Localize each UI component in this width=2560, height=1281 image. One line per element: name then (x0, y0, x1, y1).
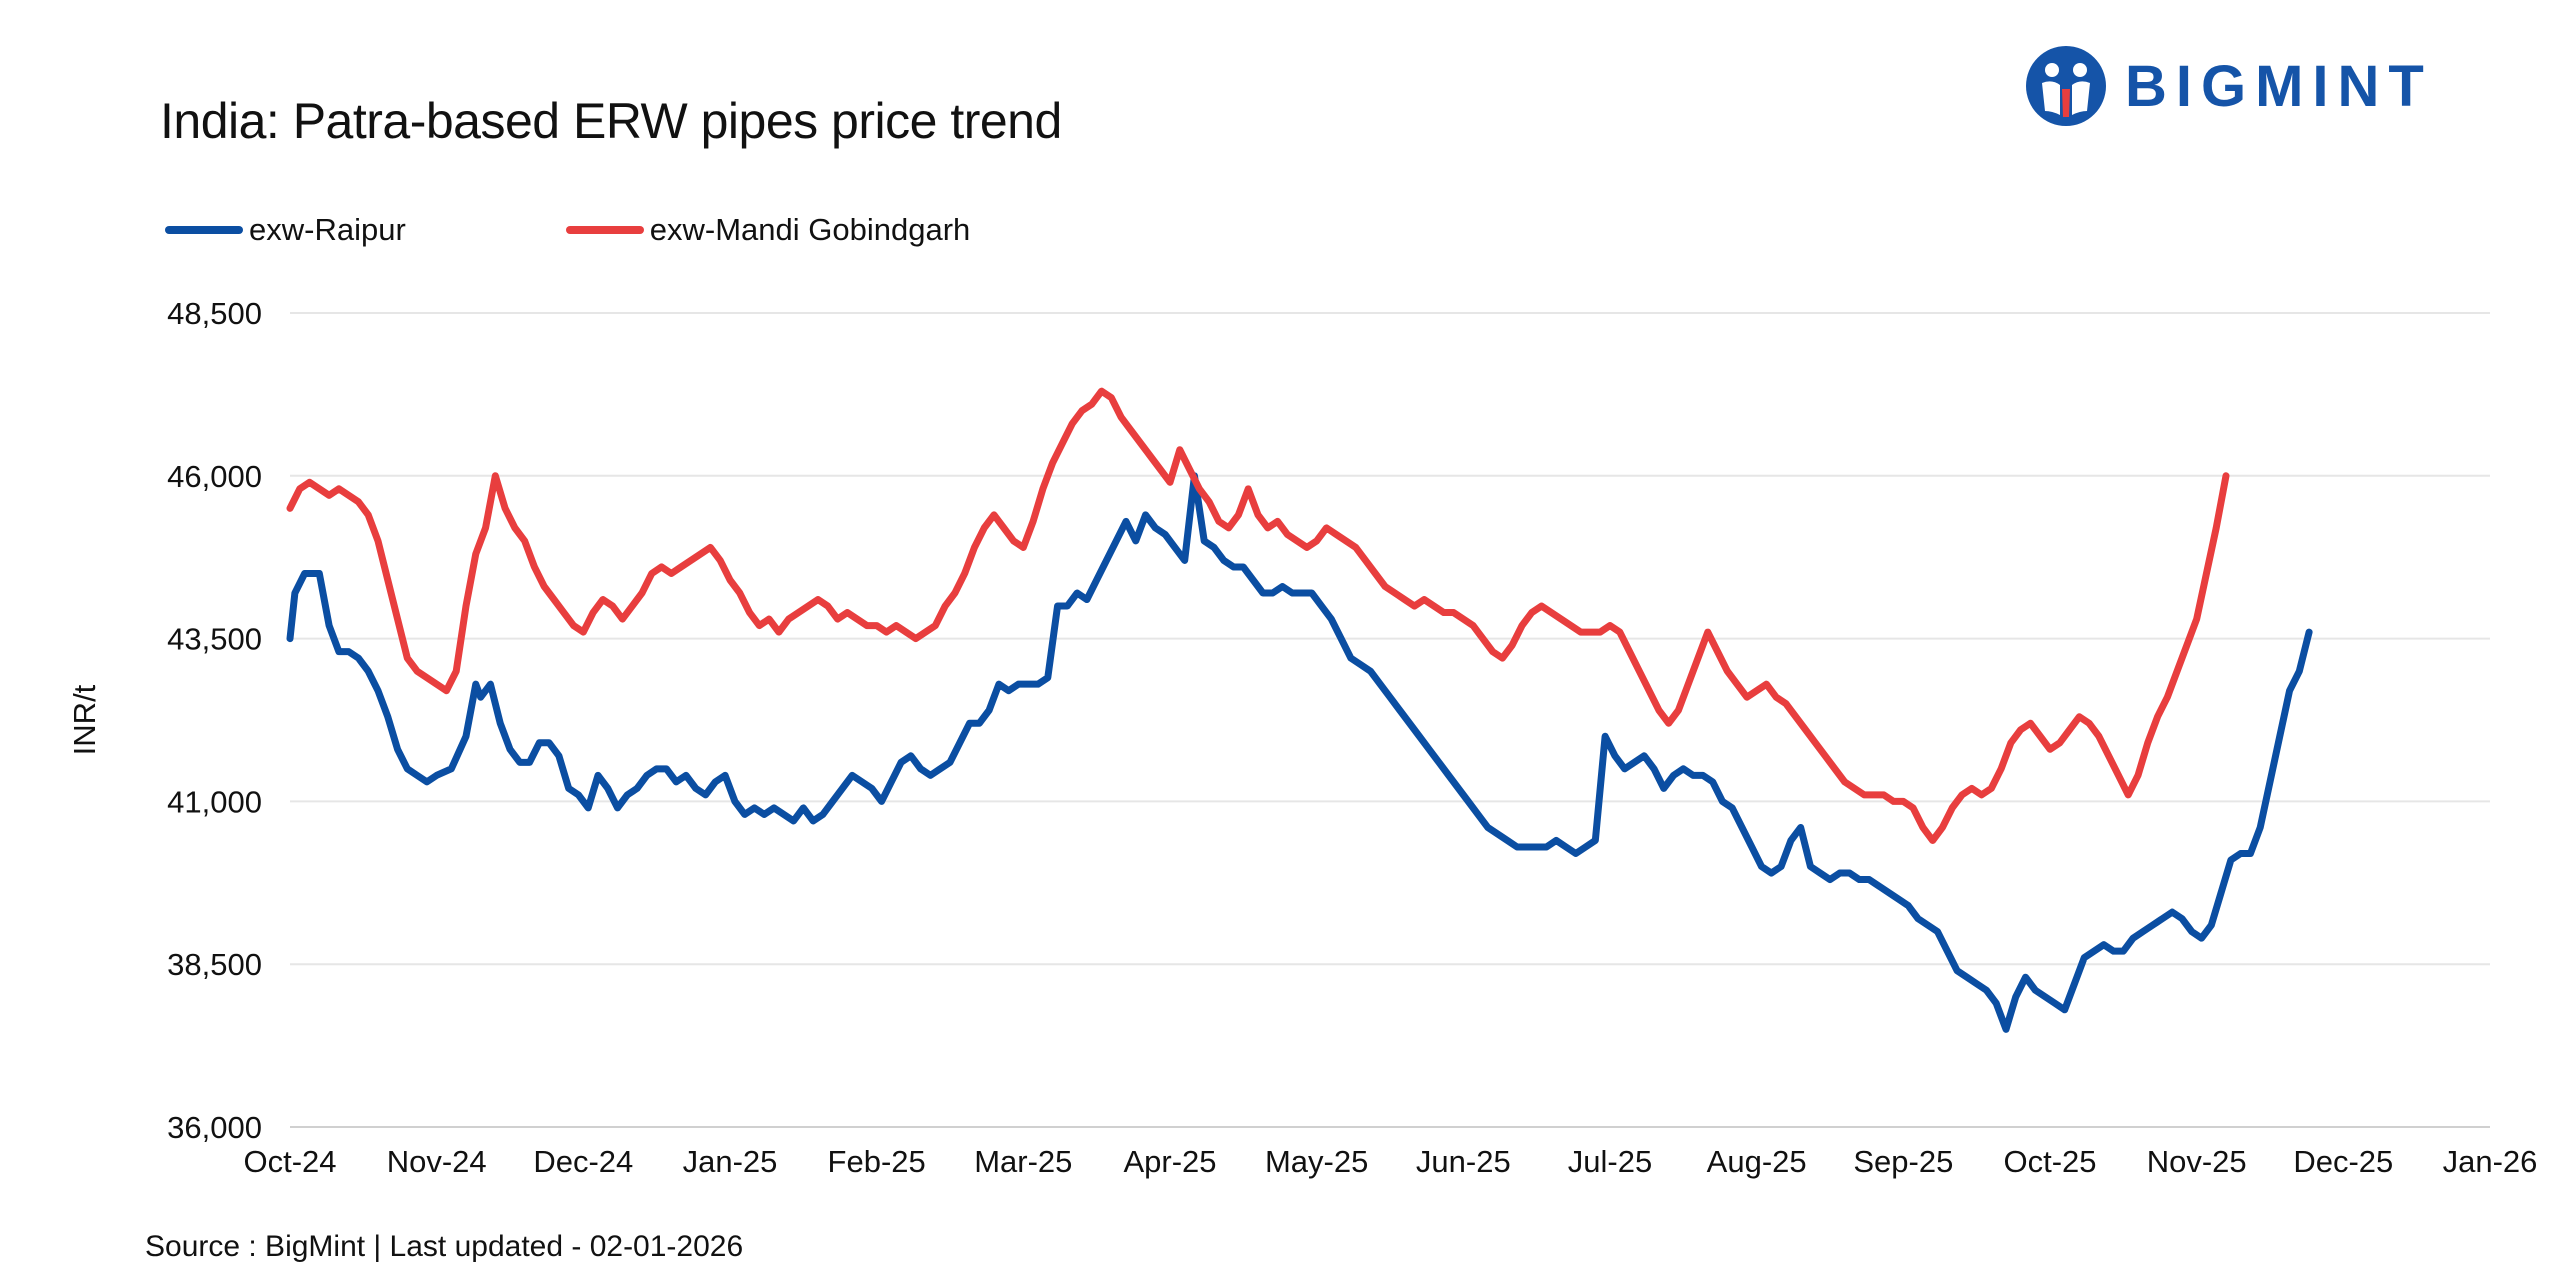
y-axis-title: INR/t (67, 684, 102, 755)
x-tick-label: May-25 (1265, 1144, 1368, 1179)
series-line-mandi-gobindgarh (286, 387, 2230, 844)
brand-name: BIGMINT (2125, 53, 2433, 119)
series-line-raipur (286, 472, 2313, 1033)
legend-item-mandi: exw-Mandi Gobindgarh (565, 212, 971, 248)
source-note: Source : BigMint | Last updated - 02-01-… (145, 1230, 744, 1263)
y-tick-label: 38,500 (167, 947, 262, 982)
x-tick-label: Nov-24 (387, 1144, 487, 1179)
chart-title: India: Patra-based ERW pipes price trend (160, 93, 1062, 149)
x-tick-label: Mar-25 (974, 1144, 1072, 1179)
x-tick-label: Sep-25 (1853, 1144, 1953, 1179)
y-tick-label: 36,000 (167, 1110, 262, 1145)
x-tick-label: Nov-25 (2147, 1144, 2247, 1179)
legend-swatch-raipur (165, 226, 243, 234)
y-tick-label: 43,500 (167, 622, 262, 657)
y-tick-label: 48,500 (167, 296, 262, 331)
y-tick-label: 46,000 (167, 459, 262, 494)
chart-legend: exw-Raipur exw-Mandi Gobindgarh (165, 212, 1130, 248)
legend-label-mandi: exw-Mandi Gobindgarh (649, 212, 971, 247)
x-tick-label: Jan-25 (683, 1144, 778, 1179)
x-tick-label: Jun-25 (1416, 1144, 1511, 1179)
x-tick-label: Oct-25 (2003, 1144, 2096, 1179)
x-tick-label: Dec-25 (2293, 1144, 2393, 1179)
x-tick-label: Feb-25 (828, 1144, 926, 1179)
legend-swatch-mandi (565, 226, 644, 234)
legend-item-raipur: exw-Raipur (165, 212, 406, 248)
x-tick-label: Jul-25 (1568, 1144, 1652, 1179)
x-tick-label: Oct-24 (243, 1144, 336, 1179)
legend-label-raipur: exw-Raipur (249, 212, 406, 247)
x-tick-label: Aug-25 (1707, 1144, 1807, 1179)
y-tick-label: 41,000 (167, 784, 262, 819)
x-tick-label: Apr-25 (1123, 1144, 1216, 1179)
bigmint-logo-icon (2026, 46, 2106, 126)
x-tick-label: Dec-24 (533, 1144, 633, 1179)
x-tick-label: Jan-26 (2443, 1144, 2538, 1179)
bigmint-logo: BIGMINT (2025, 45, 2433, 127)
